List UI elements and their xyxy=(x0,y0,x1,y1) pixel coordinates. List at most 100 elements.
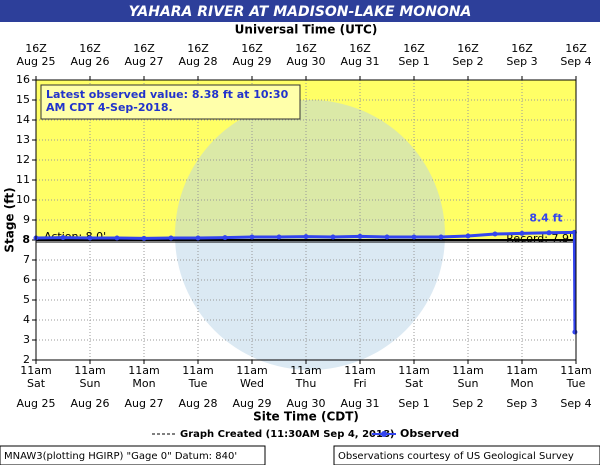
point xyxy=(276,234,282,240)
x-weekday: Wed xyxy=(240,377,264,390)
y-tick-label: 11 xyxy=(16,173,30,186)
y-axis-label: Stage (ft) xyxy=(3,187,17,252)
point xyxy=(438,234,444,240)
chart-title: YAHARA RIVER AT MADISON-LAKE MONONA xyxy=(129,4,472,20)
y-tick-label: 7 xyxy=(23,253,30,266)
point xyxy=(249,234,255,240)
y-tick-label: 9 xyxy=(23,213,30,226)
y-tick-label: 4 xyxy=(23,313,30,326)
footer-left: MNAW3(plotting HGIRP) "Gage 0" Datum: 84… xyxy=(4,451,237,462)
y-tick-label: 6 xyxy=(23,273,30,286)
point xyxy=(222,235,228,241)
y-tick-label: 12 xyxy=(16,153,30,166)
top-date: Sep 2 xyxy=(452,55,483,68)
x-date: Aug 30 xyxy=(287,397,326,410)
x-date: Sep 2 xyxy=(452,397,483,410)
x2-tick-label: 16Z xyxy=(403,42,425,55)
x-axis-label: Site Time (CDT) xyxy=(253,410,359,424)
point xyxy=(572,329,578,335)
point xyxy=(384,234,390,240)
x-tick-label: 11am xyxy=(290,364,321,377)
y-tick-label: 13 xyxy=(16,133,30,146)
x-tick-label: 11am xyxy=(344,364,375,377)
x2-tick-label: 16Z xyxy=(511,42,533,55)
point xyxy=(492,231,498,237)
point xyxy=(357,233,363,239)
x-tick-label: 11am xyxy=(398,364,429,377)
point xyxy=(519,230,525,236)
x2-tick-label: 16Z xyxy=(349,42,371,55)
x-weekday: Sat xyxy=(405,377,424,390)
point xyxy=(168,235,174,241)
x-tick-label: 11am xyxy=(20,364,51,377)
point xyxy=(546,230,552,236)
x-date: Sep 4 xyxy=(560,397,591,410)
x-weekday: Thu xyxy=(295,377,317,390)
point xyxy=(303,234,309,240)
top-date: Aug 28 xyxy=(179,55,218,68)
y-tick-label: 5 xyxy=(23,293,30,306)
x2-tick-label: 16Z xyxy=(25,42,47,55)
x2-tick-label: 16Z xyxy=(79,42,101,55)
annotation-box xyxy=(40,84,301,120)
y-tick-label: 15 xyxy=(16,93,30,106)
point xyxy=(141,235,147,241)
line xyxy=(35,230,577,333)
x2-tick-label: 16Z xyxy=(187,42,209,55)
x-weekday: Tue xyxy=(566,377,586,390)
y-tick-label: 2 xyxy=(23,353,30,366)
x-weekday: Sun xyxy=(458,377,479,390)
x-weekday: Mon xyxy=(132,377,155,390)
x2-tick-label: 16Z xyxy=(565,42,587,55)
x-tick-label: 11am xyxy=(128,364,159,377)
footer-right: Observations courtesy of US Geological S… xyxy=(338,451,574,462)
y-tick-label: 10 xyxy=(16,193,30,206)
x2-tick-label: 16Z xyxy=(241,42,263,55)
x-date: Aug 27 xyxy=(125,397,164,410)
x2-tick-label: 16Z xyxy=(457,42,479,55)
legend-label: Observed xyxy=(400,427,459,440)
legend-marker xyxy=(381,431,387,437)
point xyxy=(411,234,417,240)
point xyxy=(114,235,120,241)
x-date: Aug 26 xyxy=(71,397,110,410)
legend-created: Graph Created (11:30AM Sep 4, 2018) xyxy=(180,429,395,440)
y-tick-label: 3 xyxy=(23,333,30,346)
x-weekday: Sat xyxy=(27,377,46,390)
x-tick-label: 11am xyxy=(506,364,537,377)
x-date: Sep 1 xyxy=(398,397,429,410)
x-tick-label: 11am xyxy=(560,364,591,377)
top-axis-label: Universal Time (UTC) xyxy=(235,23,378,37)
point xyxy=(60,235,66,241)
y-tick-label: 8 xyxy=(22,233,30,246)
plot-border xyxy=(35,79,577,361)
top-date: Sep 3 xyxy=(506,55,537,68)
x-date: Aug 31 xyxy=(341,397,380,410)
x-tick-label: 11am xyxy=(182,364,213,377)
x2-tick-label: 16Z xyxy=(295,42,317,55)
point xyxy=(87,235,93,241)
x-tick-label: 11am xyxy=(452,364,483,377)
annotation-wrap: Latest observed value: 8.38 ft at 10:30 … xyxy=(46,88,289,114)
x-weekday: Mon xyxy=(510,377,533,390)
top-date: Sep 4 xyxy=(560,55,591,68)
point xyxy=(330,234,336,240)
x-weekday: Sun xyxy=(80,377,101,390)
top-date: Sep 1 xyxy=(398,55,429,68)
top-date: Aug 31 xyxy=(341,55,380,68)
point xyxy=(195,235,201,241)
top-date: Aug 29 xyxy=(233,55,272,68)
top-date: Aug 30 xyxy=(287,55,326,68)
y-tick-label: 14 xyxy=(16,113,30,126)
top-date: Aug 26 xyxy=(71,55,110,68)
top-date: Aug 25 xyxy=(17,55,56,68)
x-date: Aug 28 xyxy=(179,397,218,410)
x-date: Aug 29 xyxy=(233,397,272,410)
top-date: Aug 27 xyxy=(125,55,164,68)
annotation: Latest observed value: 8.38 ft at 10:30 … xyxy=(46,88,289,114)
x-weekday: Fri xyxy=(353,377,366,390)
watermark xyxy=(175,100,445,370)
x-date: Aug 25 xyxy=(17,397,56,410)
